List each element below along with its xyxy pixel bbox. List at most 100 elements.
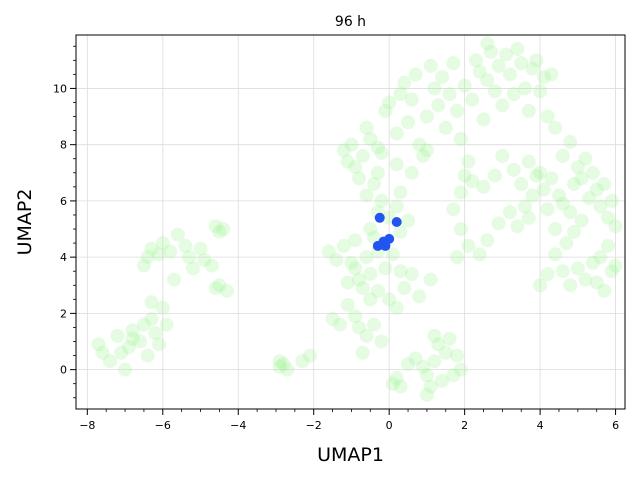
scatter-point [389, 300, 404, 315]
scatter-point [140, 348, 155, 363]
scatter-point [419, 109, 434, 124]
scatter-point [548, 247, 563, 262]
grid-lines [76, 35, 625, 409]
scatter-point [431, 98, 446, 113]
scatter-point [155, 300, 170, 315]
scatter-point [378, 261, 393, 276]
scatter-point [167, 272, 182, 287]
scatter-point [491, 216, 506, 231]
scatter-point [468, 53, 483, 68]
scatter-point [416, 148, 431, 163]
scatter-point [419, 368, 434, 383]
scatter-point [563, 278, 578, 293]
scatter-point [502, 205, 517, 220]
scatter-point [465, 92, 480, 107]
scatter-point [461, 238, 476, 253]
scatter-point [555, 196, 570, 211]
scatter-point [446, 202, 461, 217]
scatter-point [544, 171, 559, 186]
scatter-point [193, 241, 208, 256]
scatter-point [484, 44, 499, 59]
scatter-point [348, 160, 363, 175]
scatter-point [95, 345, 110, 360]
scatter-point [363, 267, 378, 282]
scatter-point [518, 81, 533, 96]
scatter-point [359, 328, 374, 343]
scatter-point [144, 312, 159, 327]
x-tick-label: 4 [537, 419, 544, 432]
scatter-point [578, 272, 593, 287]
scatter-point [427, 328, 442, 343]
scatter-point [427, 354, 442, 369]
scatter-point [351, 272, 366, 287]
scatter-point [389, 371, 404, 386]
scatter-point [593, 199, 608, 214]
scatter-point [389, 157, 404, 172]
scatter-point [382, 95, 397, 110]
scatter-point [272, 354, 287, 369]
scatter-point [491, 58, 506, 73]
scatter-point [148, 326, 163, 341]
scatter-point [540, 109, 555, 124]
scatter-point [574, 171, 589, 186]
scatter-point [397, 75, 412, 90]
scatter-point [359, 188, 374, 203]
scatter-point [336, 238, 351, 253]
scatter-point [133, 334, 148, 349]
scatter-point [152, 337, 167, 352]
scatter-point [336, 143, 351, 158]
scatter-point [144, 295, 159, 310]
scatter-point [393, 185, 408, 200]
scatter-point [608, 258, 623, 273]
scatter-point [404, 92, 419, 107]
scatter-point [585, 255, 600, 270]
scatter-point [374, 146, 389, 161]
scatter-point [363, 292, 378, 307]
scatter-point [389, 199, 404, 214]
scatter-point [510, 42, 525, 57]
scatter-point [212, 224, 227, 239]
scatter-point [548, 120, 563, 135]
scatter-point [393, 87, 408, 102]
scatter-point [435, 373, 449, 388]
scatter-point [385, 376, 400, 391]
scatter-point [510, 219, 525, 234]
x-tick-label: 0 [386, 419, 393, 432]
scatter-point [450, 250, 465, 265]
scatter-point [457, 78, 472, 93]
scatter-point [593, 250, 608, 265]
scatter-point [197, 252, 212, 267]
scatter-point [438, 120, 453, 135]
scatter-point [363, 222, 378, 237]
scatter-point [438, 345, 453, 360]
x-axis-title: UMAP1 [317, 444, 384, 466]
scatter-point [340, 275, 355, 290]
scatter-point [427, 81, 442, 96]
scatter-point [423, 58, 438, 73]
scatter-point [544, 67, 559, 82]
scatter-point [321, 244, 336, 259]
scatter-point [570, 160, 585, 175]
y-tick-label: 0 [60, 364, 67, 377]
scatter-point [325, 312, 340, 327]
scatter-point [276, 357, 291, 372]
scatter-point [533, 278, 548, 293]
scatter-point [393, 224, 408, 239]
scatter-point [163, 244, 178, 259]
scatter-point [340, 297, 355, 312]
scatter-point [423, 379, 438, 394]
scatter-point [514, 56, 529, 71]
scatter-point [604, 193, 619, 208]
scatter-point [110, 328, 125, 343]
scatter-point [461, 154, 476, 169]
scatter-point [597, 283, 612, 298]
scatter-point [412, 289, 427, 304]
scatter-point [408, 67, 423, 82]
scatter-point [536, 182, 551, 197]
scatter-point [280, 362, 295, 377]
x-tick-label: −6 [155, 419, 171, 432]
scatter-point [472, 64, 487, 79]
scatter-point [453, 132, 468, 147]
scatter-point [370, 140, 385, 155]
scatter-point [589, 275, 604, 290]
